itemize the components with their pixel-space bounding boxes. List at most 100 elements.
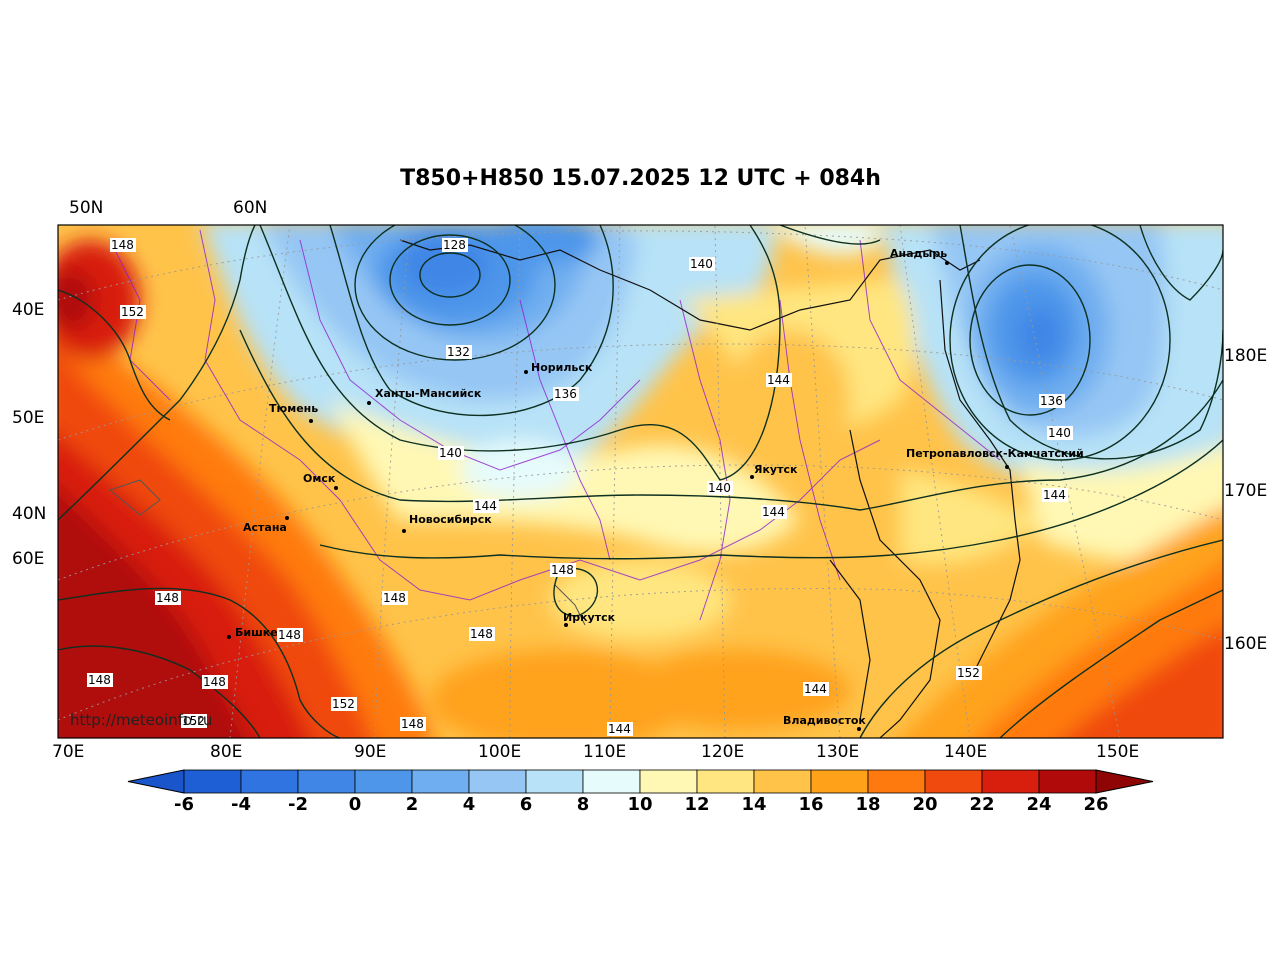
contour-label: 144 [762, 505, 785, 519]
contour-label: 148 [383, 591, 406, 605]
colorbar-swatch [753, 769, 812, 794]
city-bishkek: Бишкек [235, 626, 286, 639]
contour-label: 140 [690, 257, 713, 271]
contour-label: 144 [767, 373, 790, 387]
contour-label: 144 [608, 722, 631, 736]
colorbar-over-arrow [1095, 769, 1154, 794]
colorbar-swatch [1038, 769, 1097, 794]
contour-label: 140 [439, 446, 462, 460]
city-dot [564, 623, 568, 627]
contour-label: 148 [401, 717, 424, 731]
lon-label-140e: 140E [944, 742, 988, 762]
lon-label-70e: 70E [52, 742, 85, 762]
contour-label: 152 [957, 666, 980, 680]
colorbar-tick-label: 10 [627, 794, 653, 815]
colorbar-swatch [525, 769, 584, 794]
colorbar-swatch [696, 769, 755, 794]
city-dot [750, 475, 754, 479]
colorbar-tick-label: -2 [288, 794, 308, 815]
contour-label: 148 [111, 238, 134, 252]
lon-label-80e: 80E [210, 742, 243, 762]
lon-label-150e: 150E [1096, 742, 1140, 762]
colorbar-tick-label: 2 [405, 794, 419, 815]
colorbar-tick-label: 18 [855, 794, 881, 815]
colorbar-swatch [867, 769, 926, 794]
lon-label-180e: 180E [1224, 346, 1268, 366]
city-anadyr: Анадырь [890, 247, 947, 260]
contour-label: 136 [1040, 394, 1063, 408]
city-norilsk: Норильск [531, 361, 593, 374]
city-irkutsk: Иркутск [563, 611, 616, 624]
city-dot [945, 261, 949, 265]
contour-label: 144 [1043, 488, 1066, 502]
colorbar-swatch [411, 769, 470, 794]
city-novosibirsk: Новосибирск [409, 513, 492, 526]
lon-label-160e: 160E [1224, 634, 1268, 654]
contour-label: 152 [182, 714, 205, 728]
contour-label: 140 [708, 481, 731, 495]
graticule [58, 225, 1223, 738]
colorbar-swatch [354, 769, 413, 794]
city-dot [367, 401, 371, 405]
city-labels: Анадырь Норильск Ханты-Мансийск Тюмень Я… [227, 247, 1084, 731]
lon-label-90e: 90E [354, 742, 387, 762]
colorbar-tick-label: 14 [741, 794, 767, 815]
city-omsk: Омск [303, 472, 336, 485]
city-petropavlovsk: Петропавловск-Камчатский [906, 447, 1084, 460]
colorbar-tick-label: 26 [1083, 794, 1109, 815]
coastlines [399, 239, 1021, 738]
contour-label: 144 [804, 682, 827, 696]
city-tyumen: Тюмень [269, 402, 318, 415]
colorbar-swatch [297, 769, 356, 794]
colorbar-swatch [582, 769, 641, 794]
watermark: http://meteoinfo.ru [70, 711, 212, 729]
city-dot [309, 419, 313, 423]
city-astana: Астана [243, 521, 287, 534]
lat-label-40n: 40N [12, 504, 47, 524]
lon-label-60e: 60E [12, 549, 45, 569]
colorbar-tick-label: -6 [174, 794, 194, 815]
colorbar-tick-label: 8 [576, 794, 590, 815]
lakes [108, 479, 586, 626]
colorbar-swatch [240, 769, 299, 794]
lon-label-170e: 170E [1224, 481, 1268, 501]
contour-label: 132 [447, 345, 470, 359]
city-dot [285, 516, 289, 520]
contour-label: 136 [554, 387, 577, 401]
city-khanty-mansiysk: Ханты-Мансийск [375, 387, 482, 400]
colorbar-swatch [924, 769, 983, 794]
colorbar-swatch [183, 769, 242, 794]
colorbar-tick-label: 20 [912, 794, 938, 815]
contour-label: 148 [470, 627, 493, 641]
lat-label-50n: 50N [69, 198, 104, 218]
contour-labels: 148 152 128 132 136 140 144 140 144 140 … [87, 238, 1073, 736]
city-dot [227, 635, 231, 639]
contour-label: 148 [203, 675, 226, 689]
contour-label: 144 [474, 499, 497, 513]
lon-label-110e: 110E [583, 742, 627, 762]
colorbar-tick-label: 4 [462, 794, 476, 815]
lon-label-40e: 40E [12, 300, 45, 320]
contour-label: 152 [121, 305, 144, 319]
colorbar-tick-label: -4 [231, 794, 251, 815]
colorbar-swatch [639, 769, 698, 794]
colorbar-under-arrow [127, 769, 185, 794]
contour-label: 148 [278, 628, 301, 642]
city-dot [1005, 465, 1009, 469]
colorbar-swatch [981, 769, 1040, 794]
colorbar-tick-label: 0 [348, 794, 362, 815]
lon-label-100e: 100E [478, 742, 522, 762]
colorbar [127, 769, 1154, 794]
colorbar-swatch [468, 769, 527, 794]
city-yakutsk: Якутск [754, 463, 798, 476]
city-dot [334, 486, 338, 490]
lon-label-130e: 130E [816, 742, 860, 762]
colorbar-tick-label: 16 [798, 794, 824, 815]
city-dot [402, 529, 406, 533]
city-dot [857, 727, 861, 731]
map-title: T850+H850 15.07.2025 12 UTC + 084h [400, 166, 881, 191]
colorbar-tick-label: 24 [1026, 794, 1052, 815]
colorbar-tick-label: 22 [969, 794, 995, 815]
lon-label-120e: 120E [701, 742, 745, 762]
